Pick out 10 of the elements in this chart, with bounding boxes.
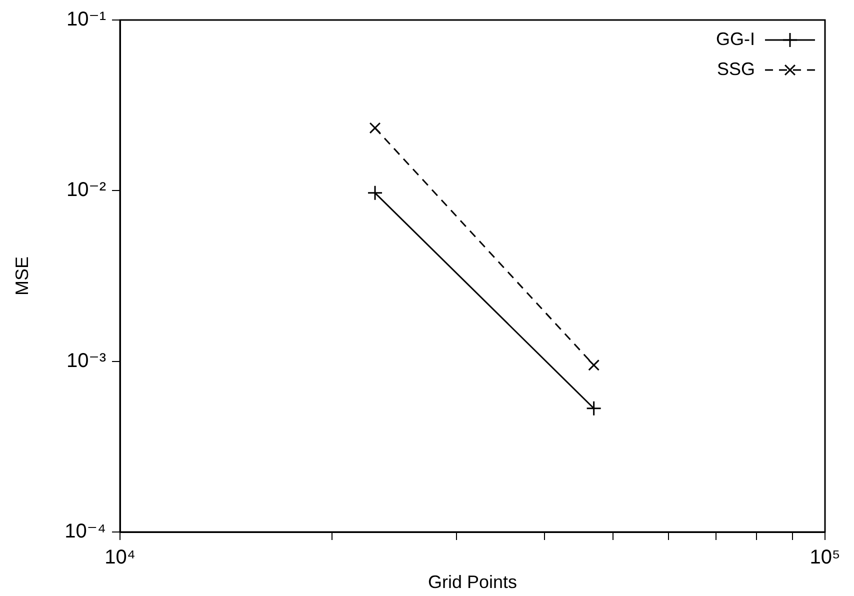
y-tick-label: 10⁻² <box>66 179 106 202</box>
legend-label: SSG <box>716 58 755 79</box>
y-tick-label: 10⁻⁴ <box>64 520 106 543</box>
legend-label: GG-I <box>716 28 755 49</box>
x-tick-label: 10⁵ <box>810 546 840 569</box>
x-tick-label: 10⁴ <box>104 546 136 569</box>
y-tick-label: 10⁻³ <box>66 350 106 372</box>
x-axis-title: Grid Points <box>428 572 518 592</box>
y-axis-title: MSE <box>12 256 32 296</box>
y-tick-label: 10⁻¹ <box>66 8 106 31</box>
